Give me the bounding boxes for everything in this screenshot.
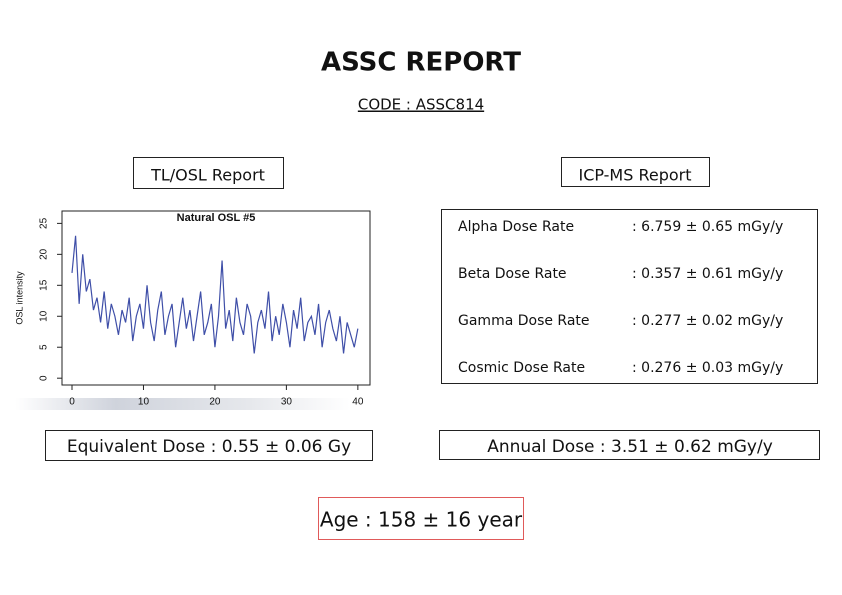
result-box (45, 430, 373, 461)
y-tick-label: 0 (39, 375, 50, 381)
section-heading: TL/OSL Report (150, 166, 265, 185)
rate-value: : 6.759 ± 0.65 mGy/y (632, 219, 783, 235)
x-tick-label: 0 (69, 397, 75, 408)
chart-title: Natural OSL #5 (177, 212, 256, 224)
dose-table (441, 209, 818, 384)
x-tick-label: 30 (281, 397, 293, 408)
x-tick-label: 40 (352, 397, 364, 408)
image-edge (15, 398, 350, 410)
annual-dose: Annual Dose : 3.51 ± 0.62 mGy/y (487, 437, 773, 457)
report-title: ASSC REPORT (321, 48, 521, 78)
rate-value: : 0.277 ± 0.02 mGy/y (632, 313, 783, 329)
heading-box (133, 157, 284, 189)
section-heading: ICP-MS Report (578, 166, 691, 185)
x-tick-label: 20 (209, 397, 221, 408)
report-code: CODE : ASSC814 (358, 96, 484, 114)
y-tick-label: 15 (39, 279, 50, 291)
result-box (439, 430, 820, 460)
rate-label: Alpha Dose Rate (458, 219, 574, 235)
rate-value: : 0.276 ± 0.03 mGy/y (632, 360, 783, 376)
age: Age : 158 ± 16 year (320, 508, 523, 532)
y-axis-label: OSL intensity (14, 271, 24, 325)
y-tick-label: 10 (39, 310, 50, 322)
rate-value: : 0.357 ± 0.61 mGy/y (632, 266, 783, 282)
equivalent-dose: Equivalent Dose : 0.55 ± 0.06 Gy (67, 437, 351, 457)
heading-box (561, 157, 710, 187)
y-tick-label: 25 (39, 217, 50, 229)
y-tick-label: 5 (39, 344, 50, 350)
plot-frame (61, 210, 371, 386)
age-box (318, 497, 524, 540)
rate-label: Cosmic Dose Rate (458, 360, 585, 376)
rate-label: Beta Dose Rate (458, 266, 567, 282)
x-tick-label: 10 (138, 397, 150, 408)
osl-curve (71, 235, 359, 354)
y-tick-label: 20 (39, 248, 50, 260)
rate-label: Gamma Dose Rate (458, 313, 590, 329)
